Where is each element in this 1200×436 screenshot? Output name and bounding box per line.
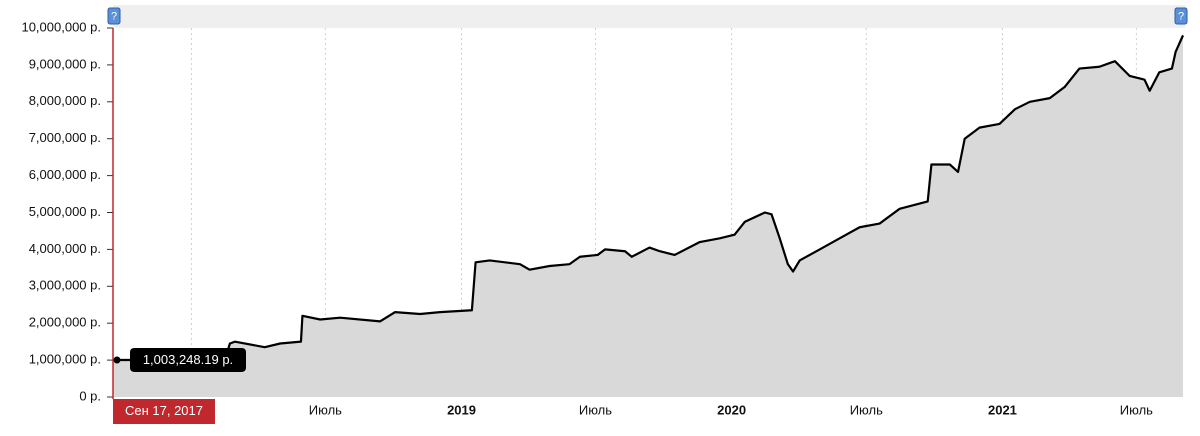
y-tick-label: 9,000,000 р. bbox=[29, 56, 101, 71]
help-button-label: ? bbox=[1178, 10, 1184, 22]
y-tick-label: 0 р. bbox=[79, 388, 101, 403]
x-tick-label: Июль bbox=[579, 402, 612, 417]
x-tick-label: 2021 bbox=[988, 402, 1017, 417]
y-tick-label: 7,000,000 р. bbox=[29, 130, 101, 145]
y-tick-label: 8,000,000 р. bbox=[29, 93, 101, 108]
tooltip-box bbox=[130, 347, 246, 372]
y-tick-label: 2,000,000 р. bbox=[29, 315, 101, 330]
x-tick-label: Июль bbox=[309, 402, 342, 417]
y-tick-label: 4,000,000 р. bbox=[29, 241, 101, 256]
crosshair-point bbox=[113, 356, 121, 364]
y-tick-label: 1,000,000 р. bbox=[29, 352, 101, 367]
x-tick-label: Июль bbox=[1120, 402, 1153, 417]
area-fill bbox=[113, 35, 1183, 397]
y-tick-label: 6,000,000 р. bbox=[29, 167, 101, 182]
y-tick-label: 5,000,000 р. bbox=[29, 204, 101, 219]
y-tick-label: 3,000,000 р. bbox=[29, 278, 101, 293]
series-line bbox=[112, 34, 1185, 362]
y-tick-label: 10,000,000 р. bbox=[21, 19, 101, 34]
help-button[interactable] bbox=[1174, 7, 1188, 25]
navigator-bar bbox=[113, 5, 1185, 28]
crosshair-date: Сен 17, 2017 bbox=[125, 403, 203, 418]
x-tick-label: 2019 bbox=[447, 402, 476, 417]
crosshair-date-box bbox=[113, 399, 215, 424]
help-button[interactable] bbox=[107, 7, 121, 25]
x-tick-label: Июль bbox=[850, 402, 883, 417]
help-button-label: ? bbox=[111, 10, 117, 22]
tooltip-value: 1,003,248.19 р. bbox=[143, 352, 233, 367]
x-tick-label: 2020 bbox=[717, 402, 746, 417]
